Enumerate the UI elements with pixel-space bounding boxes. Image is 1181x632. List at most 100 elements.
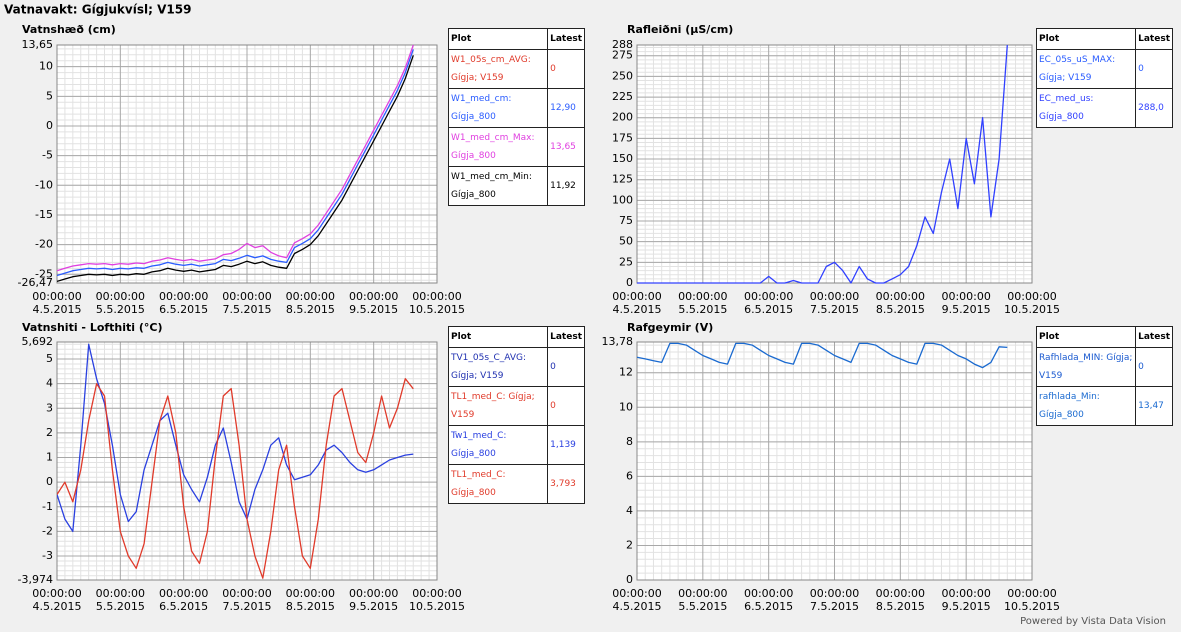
x-tick-time: 00:00:00 — [412, 290, 461, 303]
legend-name: EC_05s_uS_MAX: Gígja; V159 — [1035, 49, 1137, 89]
legend-name: Rafhlada_MIN: Gígja; V159 — [1035, 347, 1137, 387]
y-tick-label: 2 — [626, 538, 633, 551]
legend-name: TL1_med_C: Gígja_800 — [447, 464, 549, 504]
legend-table: Plot Latest EC_05s_uS_MAX: Gígja; V159 0 EC_… — [1035, 28, 1173, 128]
series-line — [637, 44, 1008, 284]
x-tick-date: 7.5.2015 — [223, 303, 272, 316]
legend-row: W1_05s_cm_AVG: Gígja; V159 0 — [447, 49, 585, 89]
chart-title: Rafleiðni (µS/cm) — [627, 23, 733, 36]
legend-name: W1_med_cm_Min: Gígja_800 — [447, 166, 549, 206]
x-tick-time: 00:00:00 — [96, 587, 145, 600]
legend-table: Plot Latest Rafhlada_MIN: Gígja; V159 0 rafh… — [1035, 326, 1173, 426]
legend-row: TL1_med_C: Gígja; V159 0 — [447, 386, 585, 426]
x-tick-date: 6.5.2015 — [159, 303, 208, 316]
y-tick-label: 0 — [626, 276, 633, 289]
y-tick-label: 0 — [46, 475, 53, 488]
x-tick-time: 00:00:00 — [612, 290, 661, 303]
legend-header: Plot — [1035, 326, 1137, 348]
x-tick-date: 8.5.2015 — [286, 303, 335, 316]
y-tick-label: 0 — [626, 573, 633, 586]
x-tick-date: 8.5.2015 — [876, 303, 925, 316]
x-tick-date: 6.5.2015 — [744, 600, 793, 613]
legend-header-row: Plot Latest — [1035, 28, 1173, 50]
legend-name: W1_med_cm_Max: Gígja_800 — [447, 127, 549, 167]
x-tick-time: 00:00:00 — [612, 587, 661, 600]
y-tick-label: 200 — [612, 111, 633, 124]
x-tick-time: 00:00:00 — [159, 290, 208, 303]
x-tick-date: 5.5.2015 — [678, 303, 727, 316]
y-tick-label: 0 — [46, 119, 53, 132]
x-tick-date: 7.5.2015 — [810, 600, 859, 613]
x-tick-date: 4.5.2015 — [613, 303, 662, 316]
series-line — [637, 342, 1008, 369]
legend-table: Plot Latest TV1_05s_C_AVG: Gígja; V159 0 TL1… — [447, 326, 585, 504]
legend-row: EC_05s_uS_MAX: Gígja; V159 0 — [1035, 49, 1173, 89]
x-tick-time: 00:00:00 — [876, 290, 925, 303]
y-tick-label: 3 — [46, 401, 53, 414]
chart-title: Vatnshæð (cm) — [22, 23, 116, 36]
legend-row: W1_med_cm_Max: Gígja_800 13,65 — [447, 127, 585, 167]
plot-border — [636, 341, 1033, 581]
legend-header-row: Plot Latest — [1035, 326, 1173, 348]
legend-latest: 0 — [547, 347, 585, 387]
y-tick-label: 4 — [46, 377, 53, 390]
x-tick-date: 4.5.2015 — [33, 303, 82, 316]
x-tick-date: 7.5.2015 — [810, 303, 859, 316]
x-tick-date: 6.5.2015 — [744, 303, 793, 316]
series-line — [57, 55, 414, 283]
y-tick-label: -25 — [35, 267, 53, 280]
x-tick-time: 00:00:00 — [286, 587, 335, 600]
y-tick-label: -3,974 — [18, 573, 53, 586]
y-tick-label: 5 — [46, 89, 53, 102]
x-tick-time: 00:00:00 — [159, 587, 208, 600]
legend-row: EC_med_us: Gígja_800 288,0 — [1035, 88, 1173, 128]
legend-latest: 0 — [547, 49, 585, 89]
legend-latest: 11,92 — [547, 166, 585, 206]
x-tick-time: 00:00:00 — [678, 587, 727, 600]
y-tick-label: 8 — [626, 435, 633, 448]
plot-border — [56, 44, 438, 284]
y-tick-label: 13,65 — [22, 38, 54, 51]
x-tick-date: 9.5.2015 — [349, 600, 398, 613]
y-tick-label: -1 — [42, 500, 53, 513]
y-tick-label: 50 — [619, 235, 633, 248]
x-tick-date: 10.5.2015 — [1004, 303, 1060, 316]
y-tick-label: 10 — [619, 400, 633, 413]
y-tick-label: 75 — [619, 214, 633, 227]
legend-header-row: Plot Latest — [447, 326, 585, 348]
legend-latest: 0 — [1135, 347, 1173, 387]
legend-header: Plot — [447, 326, 549, 348]
legend-latest: 1,139 — [547, 425, 585, 465]
x-tick-time: 00:00:00 — [412, 587, 461, 600]
legend-header: Latest — [547, 326, 585, 348]
legend-row: W1_med_cm: Gígja_800 12,90 — [447, 88, 585, 128]
legend-row: TV1_05s_C_AVG: Gígja; V159 0 — [447, 347, 585, 387]
legend-table: Plot Latest W1_05s_cm_AVG: Gígja; V159 0 W1_… — [447, 28, 585, 206]
x-tick-time: 00:00:00 — [1007, 290, 1056, 303]
chart-title: Vatnshiti - Lofthiti (°C) — [22, 321, 163, 334]
legend-row: Tw1_med_C: Gígja_800 1,139 — [447, 425, 585, 465]
y-tick-label: 25 — [619, 255, 633, 268]
series-line — [57, 378, 414, 579]
legend-row: Rafhlada_MIN: Gígja; V159 0 — [1035, 347, 1173, 387]
x-tick-date: 6.5.2015 — [159, 600, 208, 613]
plot-border — [636, 44, 1033, 284]
y-tick-label: 150 — [612, 152, 633, 165]
x-tick-time: 00:00:00 — [744, 587, 793, 600]
legend-row: TL1_med_C: Gígja_800 3,793 — [447, 464, 585, 504]
y-tick-label: 12 — [619, 366, 633, 379]
x-tick-date: 5.5.2015 — [96, 600, 145, 613]
x-tick-time: 00:00:00 — [222, 587, 271, 600]
y-tick-label: 2 — [46, 426, 53, 439]
legend-latest: 3,793 — [547, 464, 585, 504]
legend-name: TV1_05s_C_AVG: Gígja; V159 — [447, 347, 549, 387]
legend-row: rafhlada_Min: Gígja_800 13,47 — [1035, 386, 1173, 426]
legend-name: TL1_med_C: Gígja; V159 — [447, 386, 549, 426]
x-tick-date: 5.5.2015 — [96, 303, 145, 316]
legend-name: EC_med_us: Gígja_800 — [1035, 88, 1137, 128]
y-tick-label: 125 — [612, 173, 633, 186]
page-title: Vatnavakt: Gígjukvísl; V159 — [4, 3, 191, 17]
y-tick-label: 4 — [626, 504, 633, 517]
